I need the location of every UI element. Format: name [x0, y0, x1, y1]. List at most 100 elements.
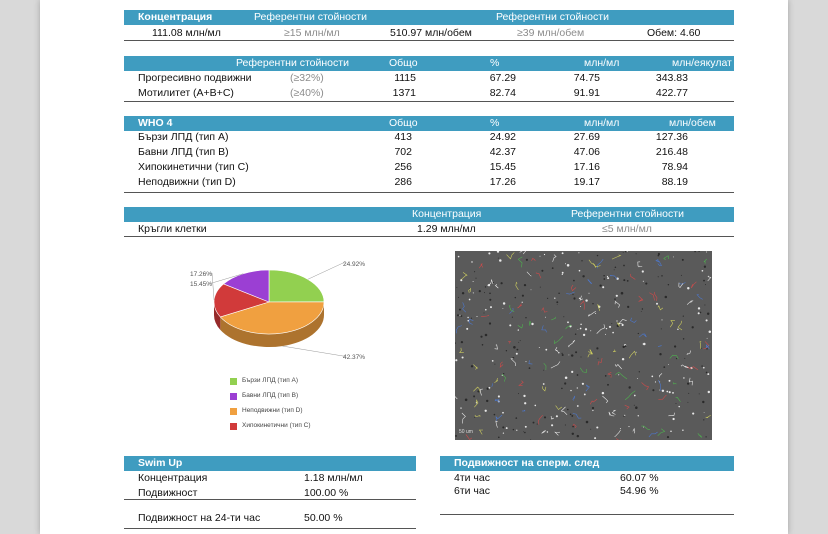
who4-pervol-header: млн/обем [669, 117, 716, 129]
pie-value-label: 24.92% [343, 261, 365, 268]
who4-title: WHO 4 [138, 117, 173, 129]
swim-up-row-label: Подвижност [138, 487, 198, 499]
motility-after-row-label: 4ти час [454, 472, 490, 484]
pie-slice [268, 269, 325, 303]
swim-up-row-value: 1.18 млн/мл [304, 472, 363, 484]
who4-row-perml: 17.16 [573, 161, 600, 173]
pie-value-label: 15.45% [190, 281, 212, 288]
divider [440, 514, 734, 515]
sperm-tracks [455, 251, 712, 440]
pie-value-label: 42.37% [343, 354, 365, 361]
who4-total-header: Общо [389, 117, 418, 129]
who4-row-total: 286 [394, 176, 412, 188]
pie-leader-line [210, 272, 215, 301]
who4-row-pct: 17.26 [489, 176, 516, 188]
divider [124, 236, 734, 237]
divider [124, 192, 734, 193]
pie-leader-line [307, 262, 345, 280]
motility-row-total: 1115 [394, 72, 416, 84]
motility-row-label: Прогресивно подвижни [138, 72, 252, 84]
who4-row-pct: 15.45 [489, 161, 516, 173]
who4-row-label: Бързи ЛПД (тип А) [138, 131, 229, 143]
motility-ref-header: Референтни стойности [236, 57, 349, 69]
who4-row-pervol: 127.36 [655, 131, 688, 143]
pie-slice [223, 269, 270, 303]
concentration-title: Концентрация [138, 11, 213, 23]
pie-leader-line [210, 273, 244, 284]
motility-row-pct: 67.29 [489, 72, 516, 84]
legend-swatch [230, 393, 237, 400]
divider [124, 40, 734, 41]
who4-row-perml: 47.06 [573, 146, 600, 158]
pie-slice [219, 301, 325, 335]
concentration-header: Концентрация Референтни стойности Рефере… [124, 10, 734, 25]
motility-row-perejac: 343.83 [655, 72, 688, 84]
motility-row-ref: (≥32%) [290, 72, 324, 84]
legend-label: Хипокинетични (тип C) [242, 422, 311, 429]
motility-header: Референтни стойности Общо % млн/мл млн/е… [124, 56, 734, 71]
who4-row-pct: 42.37 [489, 146, 516, 158]
who4-row-perml: 19.17 [573, 176, 600, 188]
swim-up-header: Swim Up [124, 456, 416, 471]
round-cells-ref-header: Референтни стойности [571, 208, 684, 220]
who4-row-pervol: 88.19 [661, 176, 688, 188]
who4-header: WHO 4 Общо % млн/мл млн/обем [124, 116, 734, 131]
round-cells-conc-header: Концентрация [412, 208, 482, 220]
who4-pct-header: % [490, 117, 500, 129]
pie-slice-side [214, 302, 221, 330]
motility-pct-header: % [490, 57, 500, 69]
motility-row-pct: 82.74 [489, 87, 516, 99]
motility-perml-header: млн/мл [584, 57, 620, 69]
report-page: Концентрация Референтни стойности Рефере… [40, 0, 788, 534]
swim-up-title: Swim Up [138, 457, 183, 469]
concentration-ref2-header: Референтни стойности [496, 11, 609, 23]
who4-row-total: 413 [394, 131, 412, 143]
concentration-value: 111.08 млн/мл [152, 27, 221, 39]
volume-value: Обем: 4.60 [647, 27, 701, 39]
swim-up-row-label: Концентрация [138, 472, 208, 484]
motility-after-title: Подвижност на сперм. след [454, 457, 600, 469]
who4-row-total: 256 [394, 161, 412, 173]
who4-row-pct: 24.92 [489, 131, 516, 143]
round-cells-conc: 1.29 млн/мл [417, 223, 476, 235]
concentration-value2: 510.97 млн/обем [390, 27, 472, 39]
legend-swatch [230, 423, 237, 430]
motility-row-perejac: 422.77 [655, 87, 688, 99]
motility-row-total: 1371 [392, 87, 416, 99]
who4-row-total: 702 [394, 146, 412, 158]
pie-value-label: 17.26% [190, 271, 212, 278]
legend-label: Бавни ЛПД (тип B) [242, 392, 299, 399]
motility-row-perml: 91.91 [573, 87, 600, 99]
motility-total-header: Общо [389, 57, 418, 69]
who4-row-label: Бавни ЛПД (тип B) [138, 146, 229, 158]
round-cells-label: Кръгли клетки [138, 223, 207, 235]
legend-label: Бързи ЛПД (тип А) [242, 377, 299, 384]
legend-label: Неподвижни (тип D) [242, 407, 303, 414]
motility-after-row-value: 54.96 % [620, 485, 659, 497]
divider [124, 101, 734, 102]
motility-after-row-value: 60.07 % [620, 472, 659, 484]
pie-leader-line [282, 345, 345, 357]
pie-slice-side [220, 302, 324, 347]
who4-row-perml: 27.69 [573, 131, 600, 143]
motility-perejac-header: млн/еякулат [672, 57, 732, 69]
legend-swatch [230, 378, 237, 385]
round-cells-header: Концентрация Референтни стойности [124, 207, 734, 222]
pie-slice [213, 283, 270, 318]
swim-up-24h-label: Подвижност на 24-ти час [138, 512, 261, 524]
who4-row-label: Неподвижни (тип D) [138, 176, 236, 188]
motility-pie-chart: 24.92% 42.37% 17.26% 15.45% [190, 261, 365, 361]
legend-swatch [230, 408, 237, 415]
round-cells-ref: ≤5 млн/мл [602, 223, 652, 235]
scale-label: 50 um [459, 429, 473, 435]
who4-row-pervol: 78.94 [661, 161, 688, 173]
concentration-ref: ≥15 млн/мл [284, 27, 340, 39]
concentration-ref2: ≥39 млн/обем [517, 27, 585, 39]
microscope-image: 50 um [455, 251, 712, 440]
motility-row-ref: (≥40%) [290, 87, 324, 99]
concentration-ref-header: Референтни стойности [254, 11, 367, 23]
divider [124, 499, 416, 500]
motility-row-label: Мотилитет (A+B+C) [138, 87, 234, 99]
swim-up-24h-value: 50.00 % [304, 512, 343, 524]
who4-row-pervol: 216.48 [655, 146, 688, 158]
